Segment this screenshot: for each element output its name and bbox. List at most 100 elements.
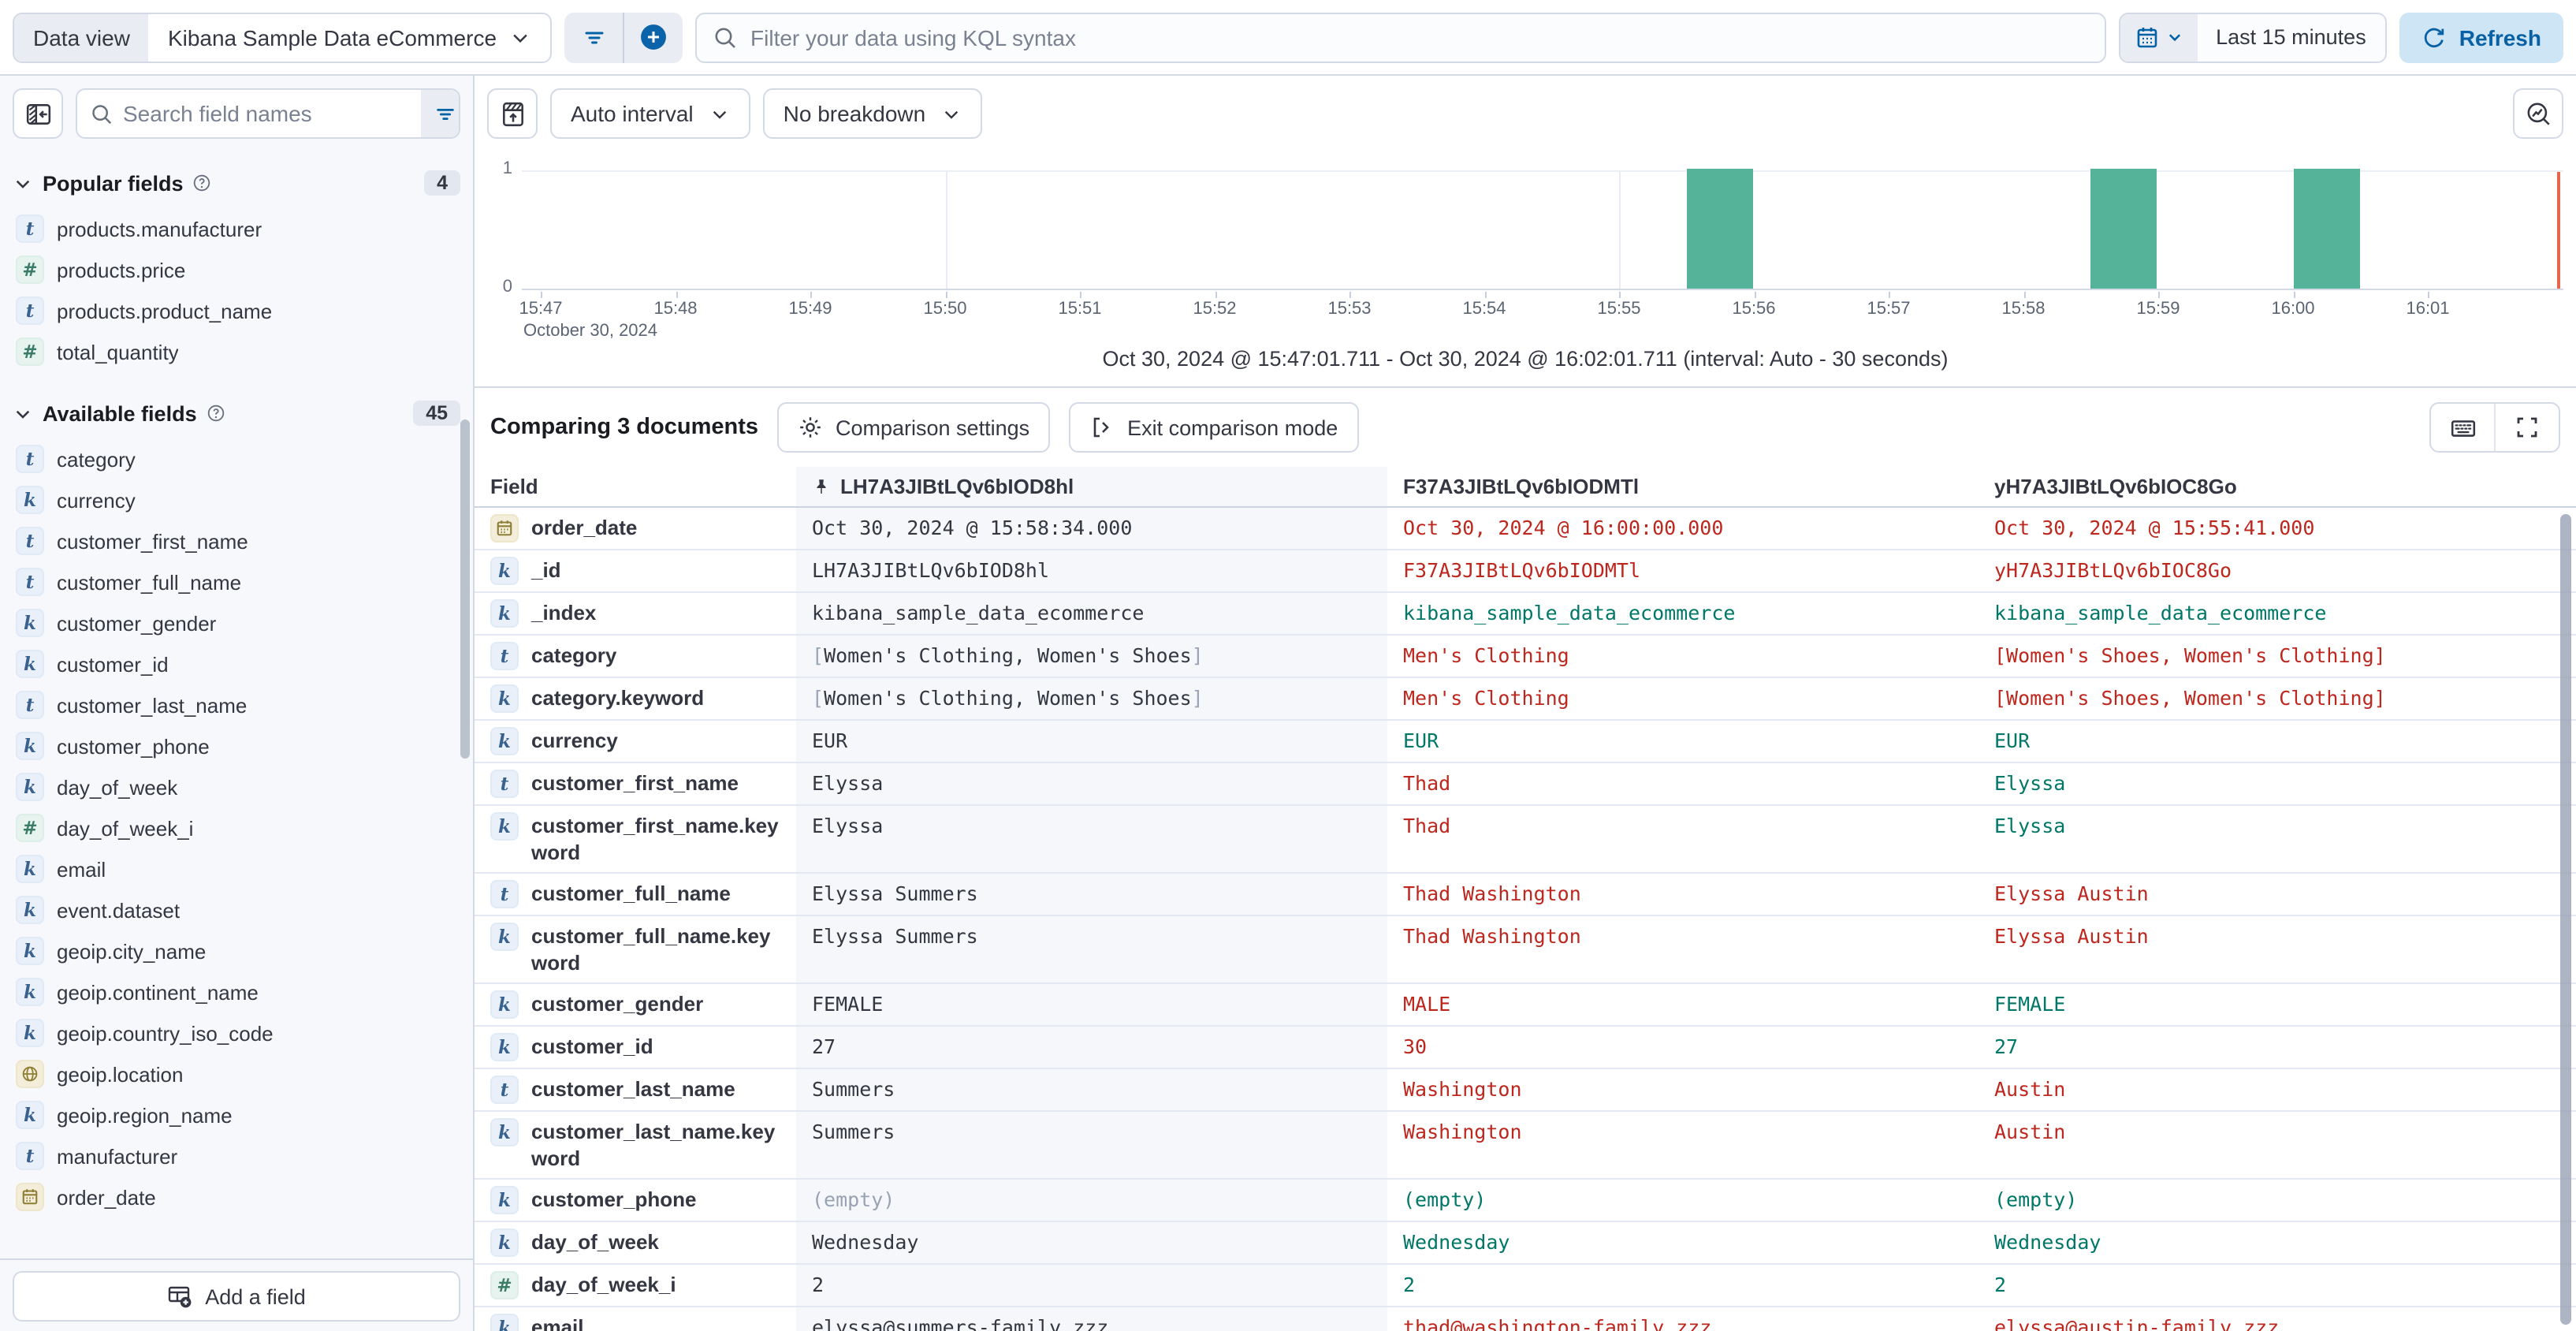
help-icon	[207, 404, 225, 423]
field-name: currency	[57, 488, 136, 512]
sidebar-field-item[interactable]: t manufacturer	[0, 1135, 473, 1176]
filter-icon	[581, 24, 606, 50]
number-field-icon: #	[16, 337, 44, 366]
field-name: _index	[531, 601, 597, 624]
differing-value: Oct 30, 2024 @ 15:55:41.000	[1979, 508, 2576, 550]
text-field-icon: t	[490, 770, 519, 798]
refresh-button[interactable]: Refresh	[2399, 12, 2563, 62]
axis-tick	[541, 292, 542, 298]
table-row-field: k customer_gender	[475, 984, 796, 1027]
edit-visualization-button[interactable]	[2513, 88, 2563, 139]
comparison-toolbar: Comparing 3 documents Comparison setting…	[475, 388, 2576, 467]
sidebar-field-item[interactable]: k geoip.country_iso_code	[0, 1012, 473, 1053]
table-row-field: k customer_id	[475, 1027, 796, 1069]
table-row-field: k currency	[475, 721, 796, 763]
base-doc-value: 27	[796, 1027, 1387, 1069]
field-name: customer_id	[531, 1035, 653, 1058]
add-filter-button[interactable]	[624, 12, 683, 62]
doc-column-header[interactable]: LH7A3JIBtLQv6bIOD8hl	[796, 467, 1387, 508]
sidebar-field-item[interactable]: k customer_id	[0, 643, 473, 684]
sidebar-field-item[interactable]: k geoip.continent_name	[0, 971, 473, 1012]
comparison-title: Comparing 3 documents	[490, 415, 758, 440]
sidebar-field-item[interactable]: order_date	[0, 1176, 473, 1217]
field-name: geoip.city_name	[57, 939, 207, 963]
sidebar-field-item[interactable]: t category	[0, 438, 473, 479]
field-name: geoip.location	[57, 1062, 184, 1086]
text-field-icon: t	[16, 527, 44, 555]
filter-menu-button[interactable]	[564, 12, 623, 62]
sidebar-field-item[interactable]: k event.dataset	[0, 889, 473, 930]
sidebar-field-item[interactable]: k customer_phone	[0, 725, 473, 766]
sidebar-field-item[interactable]: # products.price	[0, 249, 473, 290]
axis-tick	[2293, 292, 2295, 298]
sidebar-field-item[interactable]: t customer_full_name	[0, 561, 473, 602]
add-field-button[interactable]: Add a field	[13, 1271, 460, 1322]
field-name: customer_last_name.keyword	[531, 1120, 776, 1170]
sidebar-field-item[interactable]: t products.manufacturer	[0, 208, 473, 249]
matching-value: (empty)	[1387, 1180, 1979, 1222]
differing-value: Washington	[1387, 1069, 1979, 1112]
keyword-field-icon: k	[16, 732, 44, 760]
histogram-plot-area[interactable]	[522, 169, 2563, 298]
keyword-field-icon: k	[16, 486, 44, 514]
text-field-icon: t	[490, 642, 519, 670]
sidebar-field-item[interactable]: k geoip.region_name	[0, 1094, 473, 1135]
kql-search-bar[interactable]	[695, 12, 2106, 62]
keyboard-shortcuts-button[interactable]	[2431, 404, 2494, 451]
axis-tick	[1754, 292, 1755, 298]
collapse-sidebar-button[interactable]	[13, 88, 63, 139]
fullscreen-button[interactable]	[2496, 404, 2559, 451]
differing-value: Oct 30, 2024 @ 16:00:00.000	[1387, 508, 1979, 550]
field-name: _id	[531, 558, 561, 582]
matching-value: EUR	[1387, 721, 1979, 763]
keyword-field-icon: k	[490, 599, 519, 628]
available-fields-header[interactable]: Available fields 45	[0, 372, 473, 438]
chevron-down-icon	[509, 26, 531, 48]
refresh-icon	[2422, 24, 2447, 50]
sidebar-field-item[interactable]: k geoip.city_name	[0, 930, 473, 971]
table-row-field: k customer_last_name.keyword	[475, 1112, 796, 1180]
axis-tick	[2428, 292, 2429, 298]
number-field-icon: #	[16, 814, 44, 842]
keyword-field-icon: k	[16, 1019, 44, 1047]
chart-collapse-icon	[499, 100, 526, 127]
hide-chart-button[interactable]	[487, 88, 538, 139]
x-axis-tick-label: 15:55	[1597, 300, 1641, 319]
table-scrollbar[interactable]	[2560, 514, 2571, 1325]
field-search-input[interactable]	[123, 101, 408, 126]
comparison-table-container: Field LH7A3JIBtLQv6bIOD8hl F37A3JIBtLQv6b…	[475, 467, 2576, 1331]
differing-value: Men's Clothing	[1387, 636, 1979, 678]
main-content: Auto interval No breakdown 15:47 15:48 15	[475, 76, 2576, 1331]
doc-column-header[interactable]: yH7A3JIBtLQv6bIOC8Go	[1979, 467, 2576, 508]
sidebar-field-item[interactable]: k day_of_week	[0, 766, 473, 807]
popular-fields-header[interactable]: Popular fields 4	[0, 151, 473, 208]
keyword-field-icon: k	[490, 727, 519, 755]
date-picker[interactable]: Last 15 minutes	[2118, 12, 2387, 62]
sidebar-field-item[interactable]: # day_of_week_i	[0, 807, 473, 848]
doc-column-header[interactable]: F37A3JIBtLQv6bIODMTl	[1387, 467, 1979, 508]
sidebar-scrollbar[interactable]	[460, 419, 470, 759]
interval-select[interactable]: Auto interval	[550, 88, 750, 139]
sidebar-field-item[interactable]: t customer_last_name	[0, 684, 473, 725]
differing-value: Elyssa Austin	[1979, 916, 2576, 984]
text-field-icon: t	[16, 445, 44, 473]
comparison-settings-button[interactable]: Comparison settings	[777, 402, 1051, 453]
sidebar-field-item[interactable]: t products.product_name	[0, 290, 473, 331]
fields-sidebar: 0 Popular fields 4 t products.manufacture…	[0, 76, 475, 1331]
x-axis-tick-label: 15:48	[653, 300, 698, 319]
breakdown-select[interactable]: No breakdown	[762, 88, 983, 139]
sidebar-field-item[interactable]: k customer_gender	[0, 602, 473, 643]
sidebar-field-item[interactable]: k email	[0, 848, 473, 889]
keyword-field-icon: k	[16, 937, 44, 965]
field-name: products.manufacturer	[57, 217, 262, 240]
sidebar-field-item[interactable]: k currency	[0, 479, 473, 520]
sidebar-field-item[interactable]: # total_quantity	[0, 331, 473, 372]
sidebar-field-item[interactable]: geoip.location	[0, 1053, 473, 1094]
data-view-picker[interactable]: Data view Kibana Sample Data eCommerce	[13, 12, 553, 62]
field-filter-icon[interactable]	[434, 102, 457, 125]
table-row-field: t category	[475, 636, 796, 678]
sidebar-field-item[interactable]: t customer_first_name	[0, 520, 473, 561]
table-row-field: k customer_full_name.keyword	[475, 916, 796, 984]
kql-input[interactable]	[750, 24, 2089, 50]
exit-comparison-button[interactable]: Exit comparison mode	[1069, 402, 1359, 453]
